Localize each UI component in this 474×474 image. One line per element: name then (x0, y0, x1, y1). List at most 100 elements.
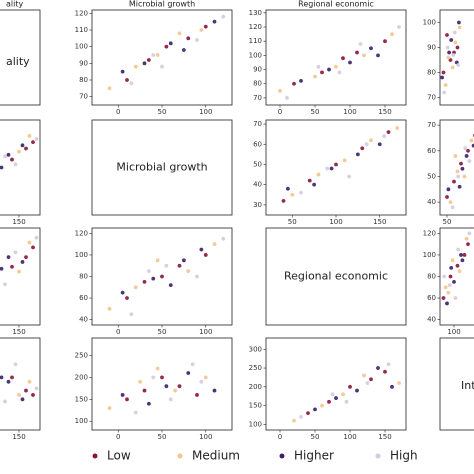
point (450, 258, 455, 263)
point (155, 258, 160, 263)
point (34, 137, 39, 141)
diagonal-label: Microbial growth (116, 161, 207, 174)
point (31, 140, 35, 145)
point (348, 60, 352, 65)
point (456, 247, 461, 252)
point (325, 166, 330, 171)
y-tick-label: 50 (253, 160, 262, 168)
point (463, 146, 468, 151)
y-tick-label: 80 (253, 80, 262, 88)
y-tick-label: 30 (253, 201, 262, 209)
point (395, 126, 400, 130)
point (344, 399, 349, 404)
point (3, 154, 7, 159)
point (6, 379, 11, 384)
point (133, 285, 138, 290)
point (457, 269, 462, 274)
point (452, 179, 456, 184)
point (13, 162, 18, 167)
legend-marker (177, 453, 183, 459)
point (456, 174, 461, 179)
point (199, 379, 204, 384)
point (168, 283, 173, 288)
point (443, 285, 448, 290)
point (307, 178, 312, 183)
y-tick-label: 250 (75, 352, 88, 360)
point (467, 231, 472, 236)
point (469, 138, 474, 143)
y-tick-label: 100 (423, 251, 436, 259)
point (13, 250, 18, 255)
y-tick-label: 100 (249, 420, 262, 428)
legend-label: Medium (192, 449, 240, 463)
point (337, 70, 342, 75)
point (448, 274, 453, 279)
x-tick-label: 0 (116, 328, 120, 336)
point (186, 371, 191, 375)
point (453, 154, 458, 158)
point (6, 255, 11, 259)
point (459, 161, 463, 166)
point (440, 75, 444, 80)
column-title: Regional economic (298, 0, 374, 9)
point (221, 236, 226, 241)
point (457, 25, 462, 30)
point (10, 375, 14, 380)
point (27, 133, 32, 138)
point (133, 64, 138, 69)
y-tick-label: 40 (79, 316, 88, 324)
point (290, 192, 295, 197)
panel-frame (91, 9, 233, 106)
point (390, 384, 394, 389)
point (320, 403, 324, 408)
panel-frame (439, 119, 474, 216)
point (466, 148, 470, 153)
point (168, 397, 173, 402)
point (450, 65, 455, 70)
point (173, 388, 178, 393)
point (155, 53, 160, 57)
y-tick-label: 120 (423, 229, 436, 237)
point (151, 375, 156, 380)
point (471, 143, 474, 148)
point (181, 48, 186, 52)
panel-frame (0, 9, 41, 106)
y-tick-label: 60 (253, 140, 262, 148)
x-tick-label: 50 (158, 328, 167, 336)
point (221, 14, 226, 19)
panel-frame (265, 227, 407, 326)
point (177, 263, 182, 268)
panel-frame (439, 337, 474, 431)
panel-frame (265, 119, 407, 216)
column-title: ality (6, 0, 23, 9)
point (181, 258, 186, 263)
point (3, 282, 7, 287)
point (212, 242, 217, 247)
point (17, 149, 21, 154)
x-tick-label: 50 (158, 108, 167, 116)
point (316, 172, 321, 177)
y-tick-label: 40 (427, 198, 436, 206)
y-tick-label: 120 (249, 23, 262, 31)
y-tick-label: 200 (75, 373, 88, 381)
point (292, 418, 296, 423)
point (142, 388, 147, 393)
point (347, 174, 352, 179)
point (212, 19, 217, 24)
y-tick-label: 50 (427, 172, 436, 180)
point (376, 53, 380, 58)
point (329, 166, 334, 171)
point (386, 362, 391, 367)
point (281, 198, 286, 203)
point (460, 258, 465, 263)
point (334, 396, 338, 400)
point (342, 158, 347, 163)
point (355, 388, 359, 393)
point (125, 397, 129, 402)
x-tick-label: 100 (343, 433, 356, 441)
point (195, 274, 199, 279)
point (164, 263, 169, 268)
point (390, 32, 394, 37)
point (168, 41, 173, 46)
